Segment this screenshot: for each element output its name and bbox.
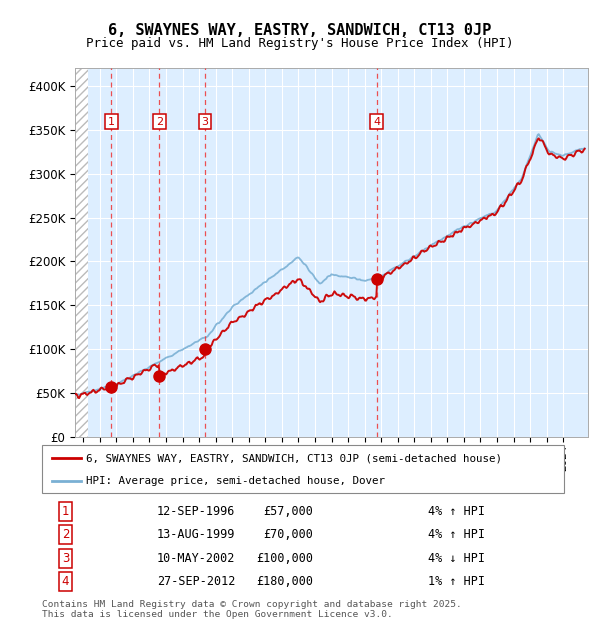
Text: £57,000: £57,000 xyxy=(263,505,313,518)
Text: 1: 1 xyxy=(108,117,115,126)
Text: £70,000: £70,000 xyxy=(263,528,313,541)
Text: 10-MAY-2002: 10-MAY-2002 xyxy=(157,552,235,565)
Text: 6, SWAYNES WAY, EASTRY, SANDWICH, CT13 0JP: 6, SWAYNES WAY, EASTRY, SANDWICH, CT13 0… xyxy=(109,23,491,38)
Text: 4% ↓ HPI: 4% ↓ HPI xyxy=(428,552,485,565)
FancyBboxPatch shape xyxy=(42,445,564,493)
Text: 12-SEP-1996: 12-SEP-1996 xyxy=(157,505,235,518)
Text: 2: 2 xyxy=(62,528,69,541)
Text: 13-AUG-1999: 13-AUG-1999 xyxy=(157,528,235,541)
Text: 6, SWAYNES WAY, EASTRY, SANDWICH, CT13 0JP (semi-detached house): 6, SWAYNES WAY, EASTRY, SANDWICH, CT13 0… xyxy=(86,453,502,463)
Text: HPI: Average price, semi-detached house, Dover: HPI: Average price, semi-detached house,… xyxy=(86,476,385,487)
Text: 2: 2 xyxy=(156,117,163,126)
Text: 1% ↑ HPI: 1% ↑ HPI xyxy=(428,575,485,588)
Text: Price paid vs. HM Land Registry's House Price Index (HPI): Price paid vs. HM Land Registry's House … xyxy=(86,37,514,50)
Text: 27-SEP-2012: 27-SEP-2012 xyxy=(157,575,235,588)
Text: Contains HM Land Registry data © Crown copyright and database right 2025.: Contains HM Land Registry data © Crown c… xyxy=(42,600,462,609)
Text: 3: 3 xyxy=(202,117,208,126)
Text: £100,000: £100,000 xyxy=(256,552,313,565)
Text: £180,000: £180,000 xyxy=(256,575,313,588)
Text: 1: 1 xyxy=(62,505,69,518)
Text: This data is licensed under the Open Government Licence v3.0.: This data is licensed under the Open Gov… xyxy=(42,610,393,619)
Text: 4: 4 xyxy=(373,117,380,126)
Text: 3: 3 xyxy=(62,552,69,565)
Text: 4% ↑ HPI: 4% ↑ HPI xyxy=(428,505,485,518)
Text: 4: 4 xyxy=(62,575,69,588)
Text: 4% ↑ HPI: 4% ↑ HPI xyxy=(428,528,485,541)
